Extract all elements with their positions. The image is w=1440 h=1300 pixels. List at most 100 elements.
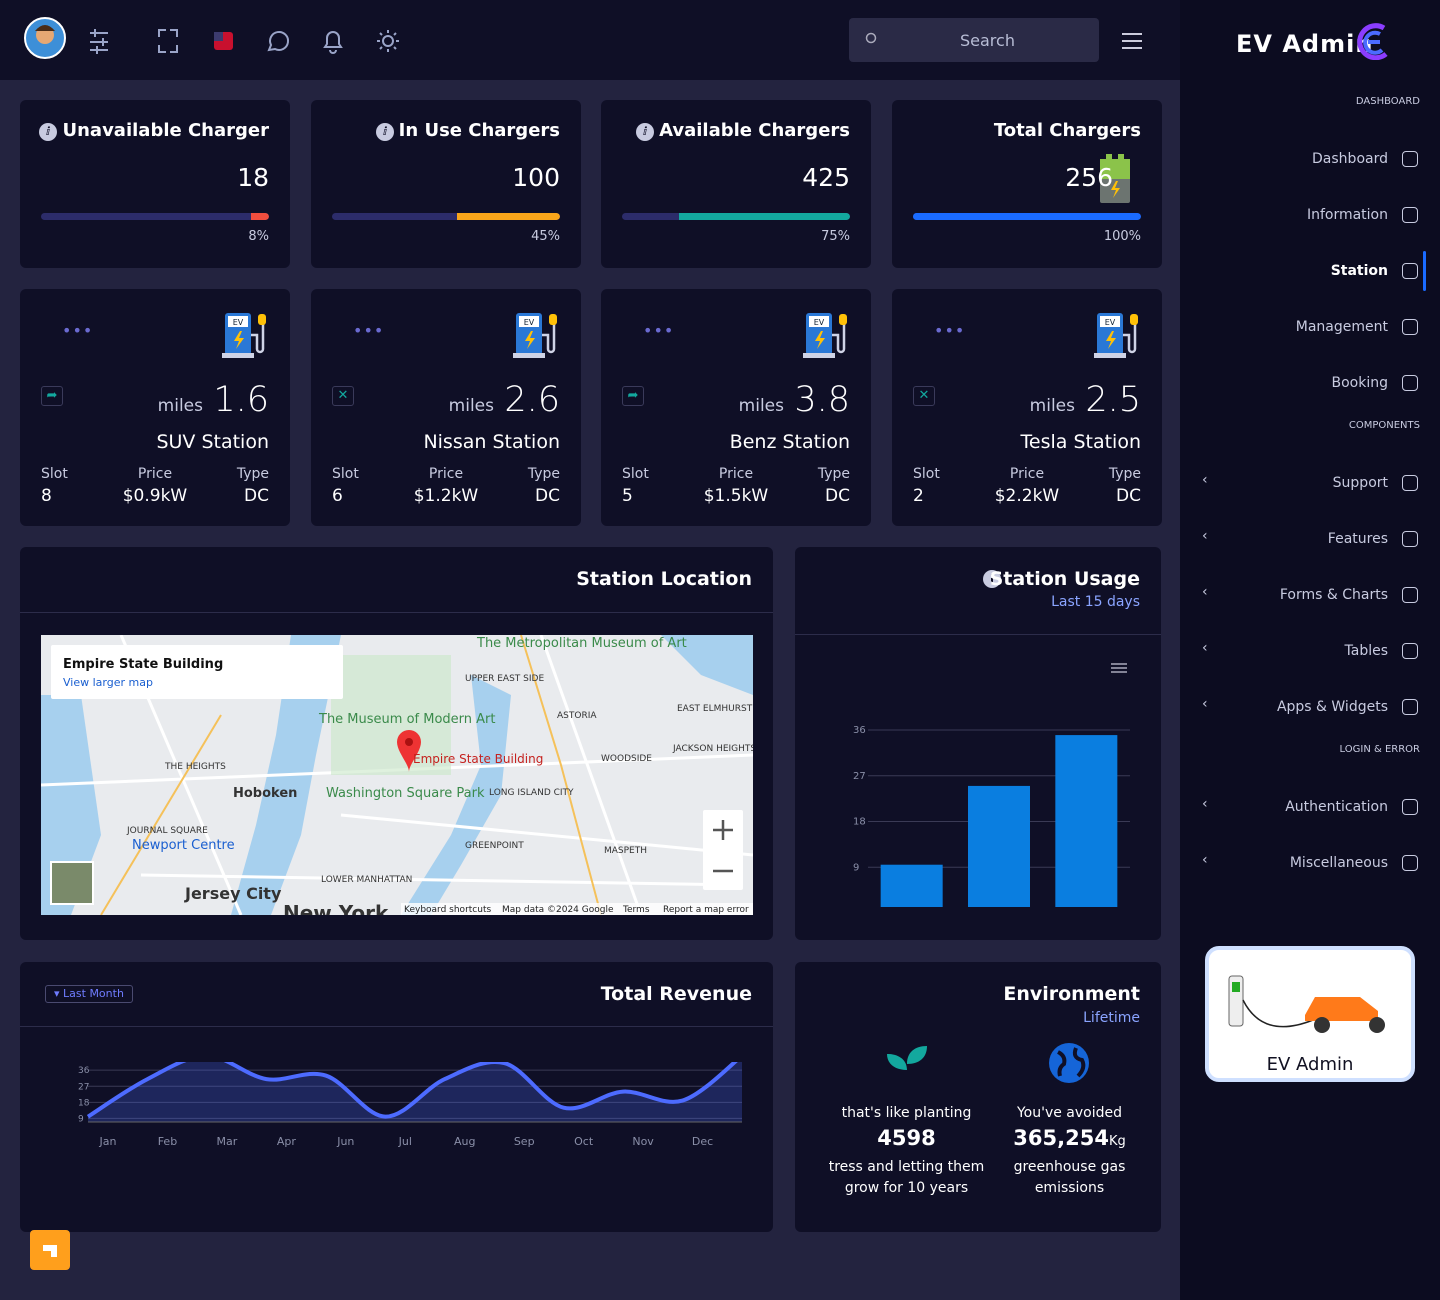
progress-track xyxy=(622,213,850,220)
x-tick-label: Nov xyxy=(632,1135,654,1148)
nav-item[interactable]: Dashboard xyxy=(1312,151,1388,167)
map-label: LOWER MANHATTAN xyxy=(321,875,412,885)
brand-logo xyxy=(1357,23,1388,60)
field-label: Slot xyxy=(41,466,68,482)
nav-item[interactable]: Station xyxy=(1330,263,1388,279)
station-name: Nissan Station xyxy=(423,431,560,453)
stat-value: 18 xyxy=(237,163,269,192)
distance-unit: miles xyxy=(448,396,494,416)
chevron: ‹ xyxy=(1202,584,1208,600)
y-tick-label: 18 xyxy=(853,817,866,828)
field-label: Slot xyxy=(622,466,649,482)
map-card: Station Location Empire State Building Vi… xyxy=(20,547,773,940)
chat-button[interactable] xyxy=(30,1230,70,1270)
bar xyxy=(968,785,1030,907)
usage-card: Station Usage Last 15 days 091827363hrs … xyxy=(795,547,1161,940)
field-value: 2 xyxy=(913,486,924,506)
section-title: DASHBOARD xyxy=(1355,96,1420,107)
nav-icon xyxy=(1402,375,1418,391)
stat-value: 100 xyxy=(512,163,560,192)
search-icon xyxy=(865,32,877,44)
nav-item[interactable]: Booking xyxy=(1331,375,1389,391)
chevron: ‹ xyxy=(1202,852,1208,868)
field-value: $1.5kW xyxy=(703,486,769,506)
field-value: $0.9kW xyxy=(122,486,188,506)
card-title: Station Usage xyxy=(989,568,1140,590)
field-label: Slot xyxy=(332,466,359,482)
field-value: $1.2kW xyxy=(413,486,479,506)
ev-pump-icon: EV xyxy=(803,313,847,358)
map-label: Washington Square Park xyxy=(326,786,485,801)
station-card: ••• EV ➦ 3.8 miles Benz Station Slot 5 Price $1.5… xyxy=(601,289,871,526)
more-menu: ••• xyxy=(62,321,94,340)
nav-item[interactable]: Tables xyxy=(1344,643,1389,659)
map-label: JOURNAL SQUARE xyxy=(126,826,208,836)
map-label: UPPER EAST SIDE xyxy=(465,674,544,684)
nav-icon xyxy=(1402,799,1418,815)
y-tick-label: 9 xyxy=(853,862,859,873)
card-title: Station Location xyxy=(576,568,752,590)
nav-item[interactable]: Features xyxy=(1327,531,1388,547)
field-label: Type xyxy=(527,466,560,482)
nav-item[interactable]: Apps & Widgets xyxy=(1276,699,1388,715)
field-value: 8 xyxy=(41,486,52,506)
x-tick-label: Mar xyxy=(217,1135,238,1148)
progress-fill xyxy=(250,213,269,220)
action-icon: ➦ xyxy=(41,386,63,406)
divider xyxy=(20,1026,773,1027)
nav-item[interactable]: Authentication xyxy=(1285,799,1388,815)
nav-item[interactable]: Miscellaneous xyxy=(1289,855,1388,871)
map[interactable]: Empire State Building View larger map Empi… xyxy=(41,635,753,915)
nav-item[interactable]: Support xyxy=(1332,475,1388,491)
station-name: SUV Station xyxy=(156,431,269,453)
map-place: Empire State Building xyxy=(63,657,223,672)
stat-title: Unavailable Charger xyxy=(62,120,270,141)
y-tick-label: 27 xyxy=(853,771,866,782)
env-lead: that's like planting xyxy=(841,1105,972,1121)
distance: 1.6 xyxy=(213,380,269,420)
search-placeholder: Search xyxy=(960,31,1015,50)
x-tick-label: Sep xyxy=(514,1135,535,1148)
field-label: Price xyxy=(428,466,464,482)
search-box[interactable]: Search xyxy=(849,18,1099,62)
nav-item[interactable]: Management xyxy=(1295,319,1388,335)
map-label: Newport Centre xyxy=(132,838,235,853)
distance: 3.8 xyxy=(794,380,850,420)
station-name: Tesla Station xyxy=(1020,431,1141,453)
battery-icon xyxy=(1100,154,1130,203)
env-desc: tress and letting them grow for 10 years xyxy=(828,1159,985,1196)
distance-unit: miles xyxy=(738,396,784,416)
nav-item[interactable]: Information xyxy=(1306,207,1388,223)
progress-fill xyxy=(679,213,850,220)
env-unit: Kg xyxy=(1108,1134,1126,1149)
nav-item[interactable]: Forms & Charts xyxy=(1279,587,1388,603)
field-value: DC xyxy=(535,486,560,506)
map-label: The Museum of Modern Art xyxy=(318,712,495,727)
filter-dropdown[interactable]: ▾ Last Month xyxy=(45,985,133,1003)
nav-icon xyxy=(1402,475,1418,491)
bar xyxy=(1055,735,1118,907)
map-label: JACKSON HEIGHTS xyxy=(672,744,753,754)
station-name: Benz Station xyxy=(729,431,850,453)
y-tick-label: 36 xyxy=(78,1066,90,1076)
more-menu: ••• xyxy=(353,321,385,340)
y-tick-label: 18 xyxy=(78,1098,90,1108)
pump-badge: EV xyxy=(524,318,535,327)
card-title: Total Revenue xyxy=(600,983,752,1005)
active-indicator xyxy=(1423,251,1426,291)
promo-card: EV Admin xyxy=(1205,946,1415,1082)
field-label: Price xyxy=(1009,466,1045,482)
chevron: ‹ xyxy=(1202,696,1208,712)
x-tick-label: Jan xyxy=(99,1135,117,1148)
menu-toggle[interactable] xyxy=(1122,32,1142,50)
stat-title: In Use Chargers xyxy=(398,120,560,141)
field-value: DC xyxy=(1116,486,1141,506)
pump-badge: EV xyxy=(1105,318,1116,327)
chat-icon xyxy=(43,1245,57,1257)
environment-card: Environment Lifetime that's like plantin… xyxy=(795,962,1161,1232)
action-icon: ✕ xyxy=(913,386,935,406)
chevron: ‹ xyxy=(1202,528,1208,544)
toolbar-icons xyxy=(24,17,399,59)
map-link: View larger map xyxy=(63,676,153,689)
x-tick-label: Dec xyxy=(692,1135,713,1148)
